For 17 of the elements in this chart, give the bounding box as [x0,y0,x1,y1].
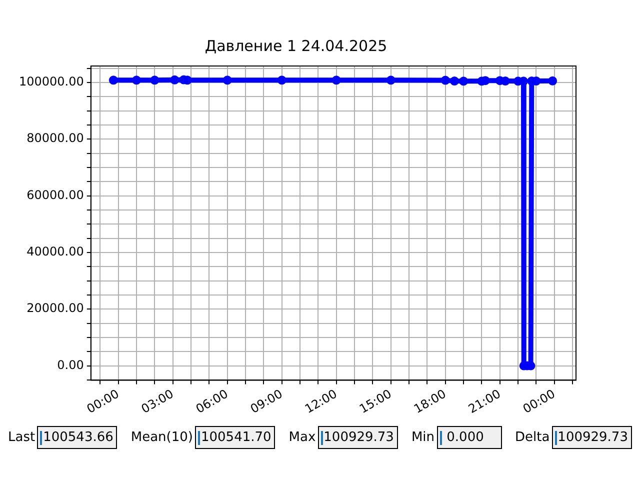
text: Last [8,430,36,445]
text: Max [288,430,316,445]
y-tick-label: 100000.00 [18,74,84,89]
text: Delta [514,430,550,445]
y-tick-label: 20000.00 [26,301,84,316]
y-tick-label: 0.00 [57,358,84,372]
y-tick-label: 40000.00 [26,244,84,259]
chart-title: Давление 1 24.04.2025 [204,36,388,55]
text-field: 100541.70 [194,426,276,449]
text-field: 100543.66 [37,426,118,449]
text-field: 100929.73 [552,426,632,449]
text: Min [411,430,435,445]
y-tick-label: 80000.00 [26,131,84,146]
y-tick-label: 60000.00 [26,188,84,202]
text-field: 0.000 [436,426,502,449]
text: Mean(10) [130,430,193,445]
text-field: 100929.73 [318,426,398,449]
